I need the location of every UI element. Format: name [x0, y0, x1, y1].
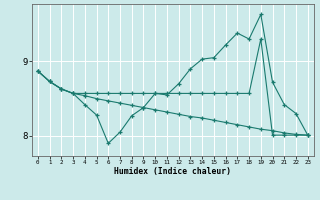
- X-axis label: Humidex (Indice chaleur): Humidex (Indice chaleur): [114, 167, 231, 176]
